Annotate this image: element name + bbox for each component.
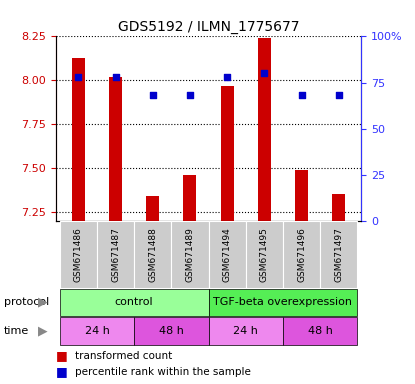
Bar [134, 317, 209, 345]
Bar [332, 194, 345, 221]
Text: protocol: protocol [4, 297, 49, 308]
Text: GSM671494: GSM671494 [222, 227, 232, 282]
Bar [209, 289, 357, 316]
Bar [295, 170, 308, 221]
Text: control: control [115, 297, 154, 307]
Bar [246, 221, 283, 288]
Text: time: time [4, 326, 29, 336]
Point [261, 70, 268, 76]
Point [112, 74, 119, 80]
Bar [60, 289, 209, 316]
Text: GSM671489: GSM671489 [186, 227, 195, 282]
Text: GSM671497: GSM671497 [334, 227, 343, 282]
Bar [283, 317, 357, 345]
Text: ■: ■ [56, 365, 68, 378]
Bar [209, 317, 283, 345]
Bar [109, 77, 122, 221]
Text: GSM671487: GSM671487 [111, 227, 120, 282]
Bar [221, 86, 234, 221]
Text: GSM671488: GSM671488 [148, 227, 157, 282]
Text: 48 h: 48 h [308, 326, 332, 336]
Bar [183, 175, 196, 221]
Bar [97, 221, 134, 288]
Text: ▶: ▶ [38, 325, 48, 338]
Bar [258, 38, 271, 221]
Text: percentile rank within the sample: percentile rank within the sample [75, 366, 251, 377]
Title: GDS5192 / ILMN_1775677: GDS5192 / ILMN_1775677 [118, 20, 299, 34]
Bar [72, 58, 85, 221]
Text: ▶: ▶ [38, 296, 48, 309]
Bar [60, 221, 97, 288]
Text: TGF-beta overexpression: TGF-beta overexpression [213, 297, 352, 307]
Text: 24 h: 24 h [233, 326, 258, 336]
Bar [60, 317, 134, 345]
Point [224, 74, 230, 80]
Bar [320, 221, 357, 288]
Text: GSM671496: GSM671496 [297, 227, 306, 282]
Bar [209, 221, 246, 288]
Text: 24 h: 24 h [85, 326, 110, 336]
Text: 48 h: 48 h [159, 326, 184, 336]
Text: GSM671495: GSM671495 [260, 227, 269, 282]
Text: GSM671486: GSM671486 [74, 227, 83, 282]
Point [75, 74, 82, 80]
Point [298, 93, 305, 99]
Bar [134, 221, 171, 288]
Point [187, 93, 193, 99]
Text: ■: ■ [56, 349, 68, 362]
Bar [171, 221, 209, 288]
Text: transformed count: transformed count [75, 351, 172, 361]
Point [335, 93, 342, 99]
Bar [146, 196, 159, 221]
Point [149, 93, 156, 99]
Bar [283, 221, 320, 288]
